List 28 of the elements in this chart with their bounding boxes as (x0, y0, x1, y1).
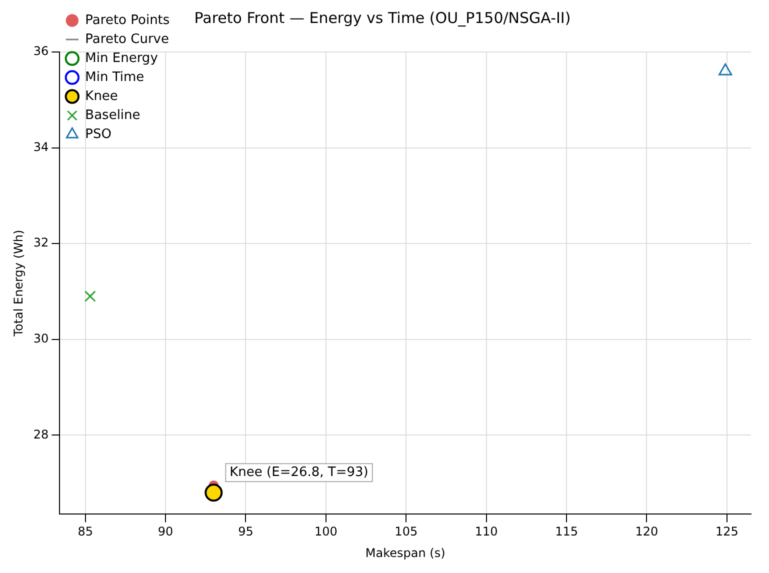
x-tick-label: 110 (474, 524, 498, 539)
y-tick-label: 30 (33, 332, 49, 346)
chart-title: Pareto Front — Energy vs Time (OU_P150/NSGA-II) (194, 8, 571, 27)
y-tick-label: 36 (33, 44, 49, 58)
point (84, 290, 96, 302)
x-tick-label: 85 (78, 524, 93, 539)
x-tick-label: 115 (555, 524, 578, 539)
x-tick-label: 105 (394, 524, 418, 539)
x-tick-label: 95 (238, 524, 254, 539)
legend-label: Min Time (85, 70, 144, 85)
annotation: Knee (E=26.8, T=93) (230, 465, 368, 480)
x-tick-label: 125 (715, 524, 738, 539)
legend-label: Knee (85, 88, 118, 104)
x-tick-label: 100 (314, 524, 338, 539)
legend-label: Pareto Points (85, 12, 170, 28)
point (204, 484, 223, 502)
y-tick-label: 34 (33, 140, 49, 154)
x-tick-label: 120 (635, 524, 658, 539)
legend-label: Baseline (85, 108, 140, 123)
y-tick-label: 28 (33, 427, 49, 442)
x-axis-title: Makespan (s) (365, 546, 446, 560)
y-axis-title: Total Energy (Wh) (11, 230, 26, 338)
legend-label: PSO (85, 126, 112, 142)
legend-label: Min Energy (85, 50, 158, 66)
x-tick-label: 90 (158, 524, 174, 539)
point (718, 63, 732, 76)
legend-label: Pareto Curve (85, 32, 169, 47)
y-tick-label: 32 (33, 236, 49, 250)
